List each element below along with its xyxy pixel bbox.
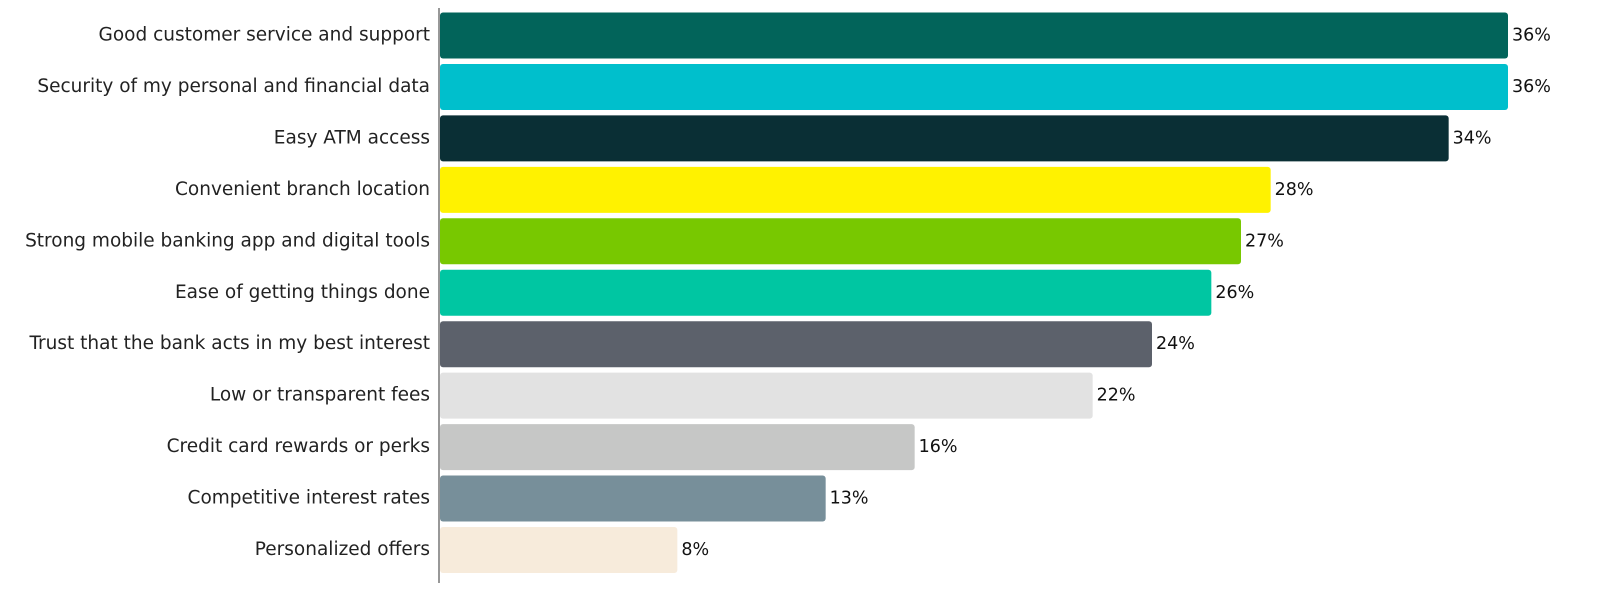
value-label: 22% <box>1097 386 1136 406</box>
category-label: Good customer service and support <box>99 25 430 46</box>
category-label: Low or transparent fees <box>210 385 430 406</box>
category-label: Credit card rewards or perks <box>167 436 430 457</box>
value-label: 16% <box>919 437 958 457</box>
category-label: Easy ATM access <box>274 127 430 148</box>
bar <box>440 527 678 573</box>
bar <box>440 12 1508 59</box>
value-label: 36% <box>1512 26 1551 46</box>
category-label: Competitive interest rates <box>188 488 430 509</box>
category-label: Trust that the bank acts in my best inte… <box>28 333 430 354</box>
category-label: Strong mobile banking app and digital to… <box>25 230 430 251</box>
value-label: 24% <box>1156 334 1195 354</box>
value-label: 13% <box>830 489 869 509</box>
bar <box>440 424 915 471</box>
value-label: 36% <box>1512 77 1551 97</box>
bar <box>440 115 1449 162</box>
bar <box>440 372 1093 419</box>
bar <box>440 63 1508 110</box>
category-label: Security of my personal and financial da… <box>37 76 430 97</box>
bar <box>440 269 1212 316</box>
value-label: 28% <box>1275 180 1314 200</box>
value-label: 26% <box>1215 283 1254 303</box>
bar <box>440 475 826 522</box>
bar <box>440 166 1271 213</box>
category-label: Convenient branch location <box>175 179 430 200</box>
value-label: 8% <box>681 540 709 560</box>
value-label: 34% <box>1453 128 1492 148</box>
value-label: 27% <box>1245 231 1284 251</box>
bar <box>440 321 1152 368</box>
bar <box>440 218 1241 265</box>
category-label: Ease of getting things done <box>175 282 430 303</box>
category-label: Personalized offers <box>255 539 430 560</box>
